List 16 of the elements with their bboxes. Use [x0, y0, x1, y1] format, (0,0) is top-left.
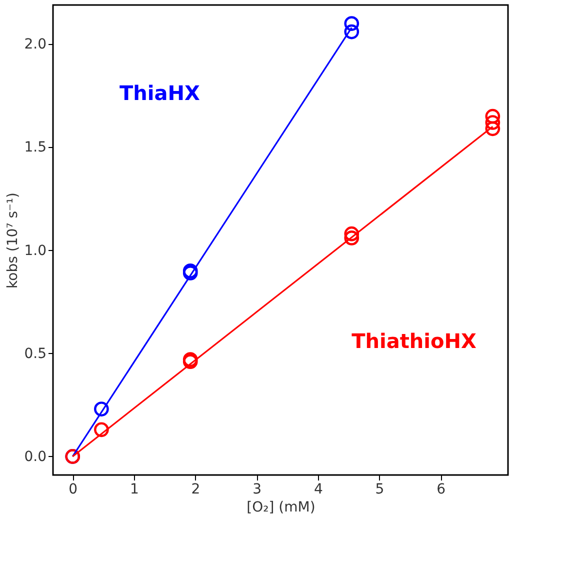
y-tick-label: 1.0	[24, 242, 46, 259]
text: ThiaHX	[119, 81, 200, 106]
x-tick-label: 5	[375, 482, 384, 498]
x-tick-label: 4	[314, 482, 323, 498]
x-axis-title: [O₂] (mM)	[246, 500, 316, 516]
y-tick-label: 0.5	[24, 346, 46, 362]
x-tick-label: 2	[191, 482, 200, 498]
y-tick-label: 2.0	[24, 36, 46, 53]
x-tick-label: 0	[68, 482, 78, 498]
y-tick-label: 0.0	[24, 448, 46, 465]
x-tick-label: 6	[436, 482, 446, 498]
y-tick-label: 1.5	[24, 140, 46, 156]
y-axis-title: kobs (10⁷ s⁻¹)	[5, 192, 22, 288]
text: ThiathioHX	[352, 328, 477, 353]
x-tick-label: 1	[130, 482, 139, 498]
x-tick-label: 3	[252, 482, 262, 498]
